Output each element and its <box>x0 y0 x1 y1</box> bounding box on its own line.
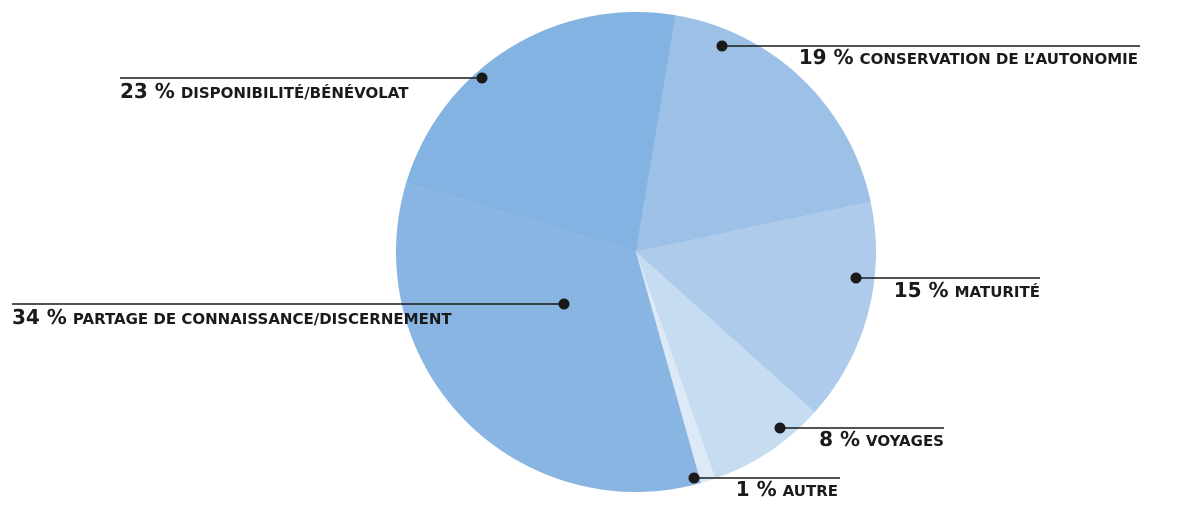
category-label: CONSERVATION DE L’AUTONOMIE <box>860 50 1138 68</box>
pie-slice <box>636 201 876 413</box>
slice-label: 23 % DISPONIBILITÉ/BÉNÉVOLAT <box>120 79 409 103</box>
pie-slice <box>636 15 871 252</box>
leader-dot <box>688 472 700 484</box>
leader-dot <box>476 72 488 84</box>
value-label: 34 % <box>12 305 67 329</box>
slice-label: 19 % CONSERVATION DE L’AUTONOMIE <box>799 45 1138 69</box>
slice-label: 1 % AUTRE <box>736 477 838 501</box>
category-label: VOYAGES <box>866 432 944 450</box>
category-label: MATURITÉ <box>955 282 1040 301</box>
category-label: DISPONIBILITÉ/BÉNÉVOLAT <box>181 83 409 102</box>
value-label: 23 % <box>120 79 175 103</box>
pie-slice <box>636 252 815 479</box>
slice-label: 15 % MATURITÉ <box>894 278 1040 302</box>
value-label: 8 % <box>819 427 860 451</box>
pie-slice <box>396 183 701 493</box>
leader-dot <box>774 422 786 434</box>
category-label: PARTAGE DE CONNAISSANCE/DISCERNEMENT <box>73 310 453 328</box>
value-label: 15 % <box>894 278 949 302</box>
value-label: 1 % <box>736 477 777 501</box>
pie-slice <box>636 252 716 484</box>
category-label: AUTRE <box>783 482 838 500</box>
leader-dot <box>850 272 862 284</box>
slice-label: 8 % VOYAGES <box>819 427 944 451</box>
value-label: 19 % <box>799 45 854 69</box>
slice-label: 34 % PARTAGE DE CONNAISSANCE/DISCERNEMENT <box>12 305 452 329</box>
leader-dot <box>558 298 570 310</box>
pie-slice <box>406 11 676 252</box>
leader-dot <box>716 40 728 52</box>
